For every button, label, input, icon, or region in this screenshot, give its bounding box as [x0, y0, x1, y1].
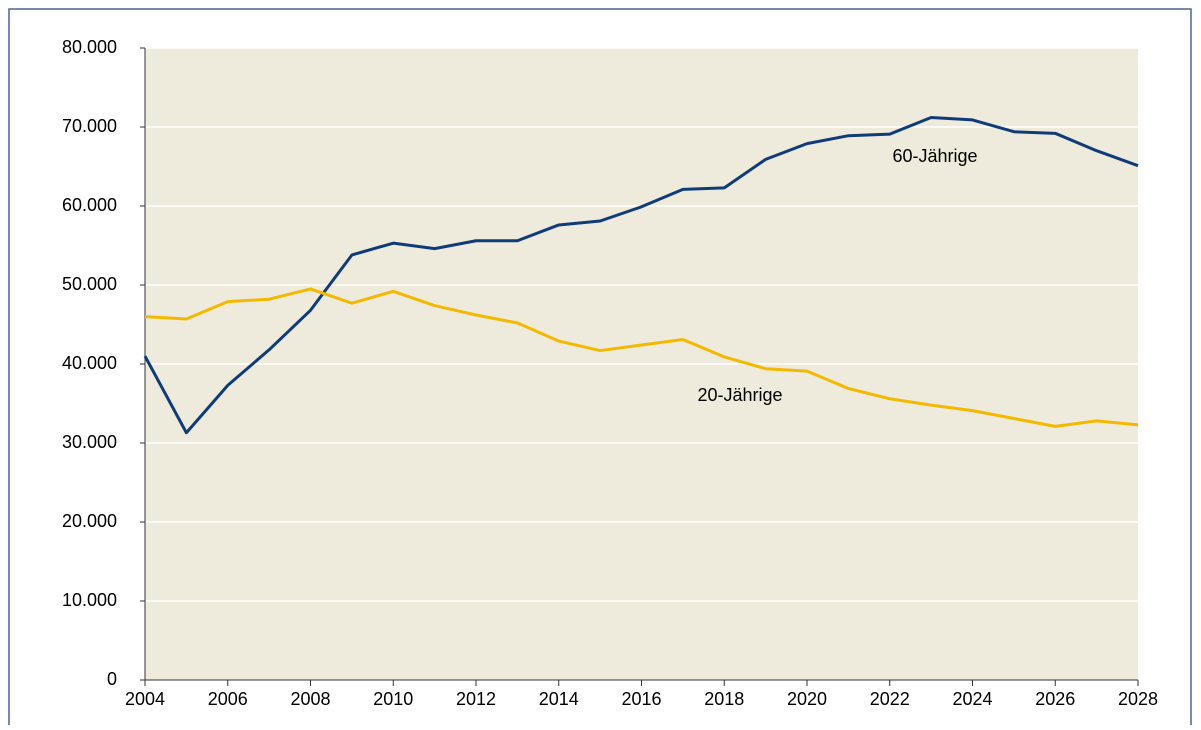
y-tick-label: 10.000	[62, 590, 117, 610]
x-tick-label: 2026	[1035, 689, 1075, 709]
x-tick-label: 2010	[373, 689, 413, 709]
x-tick-label: 2016	[621, 689, 661, 709]
x-tick-label: 2012	[456, 689, 496, 709]
y-tick-label: 0	[107, 669, 117, 689]
series-label: 20-Jährige	[697, 385, 782, 405]
series-label: 60-Jährige	[892, 146, 977, 166]
x-tick-label: 2018	[704, 689, 744, 709]
x-tick-label: 2014	[539, 689, 579, 709]
y-tick-label: 50.000	[62, 274, 117, 294]
y-tick-label: 20.000	[62, 511, 117, 531]
y-tick-label: 60.000	[62, 195, 117, 215]
y-tick-label: 70.000	[62, 116, 117, 136]
x-tick-label: 2004	[125, 689, 165, 709]
series-line	[143, 116, 1139, 435]
x-tick-label: 2006	[208, 689, 248, 709]
x-tick-label: 2024	[952, 689, 992, 709]
series-line	[144, 287, 1139, 428]
y-tick-label: 40.000	[62, 353, 117, 373]
x-tick-label: 2028	[1118, 689, 1158, 709]
x-tick-label: 2022	[870, 689, 910, 709]
y-tick-label: 30.000	[62, 432, 117, 452]
y-tick-label: 80.000	[62, 37, 117, 57]
x-tick-label: 2020	[787, 689, 827, 709]
x-tick-label: 2008	[290, 689, 330, 709]
